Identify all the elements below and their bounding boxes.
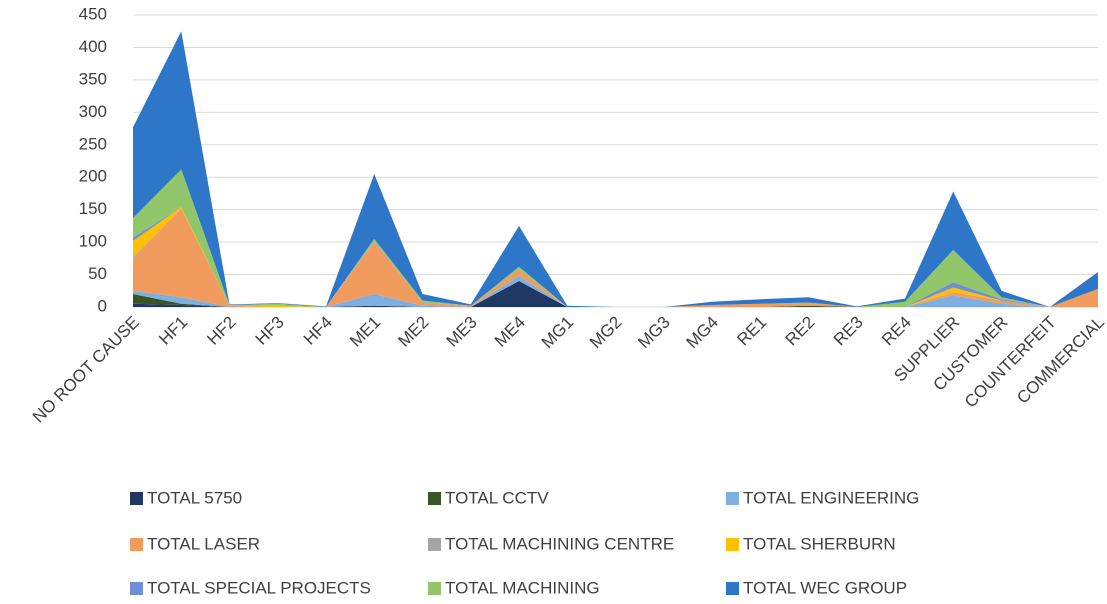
x-tick-label: ME2 (394, 313, 432, 351)
legend-swatch (428, 492, 441, 505)
y-tick-label: 50 (88, 264, 107, 283)
x-tick-label: ME4 (491, 313, 529, 351)
legend-label: TOTAL LASER (147, 534, 260, 553)
y-tick-label: 300 (79, 102, 107, 121)
y-tick-label: 100 (79, 232, 107, 251)
y-tick-label: 0 (98, 296, 107, 315)
legend-swatch (130, 538, 143, 551)
y-tick-label: 350 (79, 69, 107, 88)
legend-label: TOTAL 5750 (147, 488, 242, 507)
legend-label: TOTAL CCTV (445, 488, 549, 507)
x-tick-label: RE1 (733, 313, 770, 350)
legend-label: TOTAL ENGINEERING (743, 488, 919, 507)
area (133, 208, 1098, 307)
y-tick-label: 400 (79, 37, 107, 56)
x-tick-label: HF3 (252, 313, 288, 349)
x-tick-label: NO ROOT CAUSE (29, 313, 143, 427)
x-tick-label: HF2 (203, 313, 239, 349)
x-tick-label: MG3 (634, 313, 673, 352)
legend-label: TOTAL SPECIAL PROJECTS (147, 578, 371, 597)
x-tick-label: HF4 (300, 313, 336, 349)
legend-swatch (726, 492, 739, 505)
y-tick-label: 200 (79, 167, 107, 186)
legend-label: TOTAL WEC GROUP (743, 578, 907, 597)
x-tick-label: HF1 (155, 313, 191, 349)
legend-swatch (428, 538, 441, 551)
legend-label: TOTAL MACHINING CENTRE (445, 534, 674, 553)
legend-swatch (726, 582, 739, 595)
legend-swatch (130, 582, 143, 595)
x-tick-label: RE3 (830, 313, 867, 350)
x-tick-label: MG4 (683, 313, 722, 352)
x-tick-label: COMMERCIAL (1013, 313, 1107, 408)
x-tick-label: RE4 (878, 313, 915, 350)
area (133, 31, 1098, 307)
x-tick-label: MG1 (538, 313, 577, 352)
legend-swatch (130, 492, 143, 505)
legend-label: TOTAL MACHINING (445, 578, 600, 597)
x-tick-label: ME1 (346, 313, 384, 351)
y-tick-label: 450 (79, 4, 107, 23)
x-tick-label: ME3 (443, 313, 481, 351)
area (133, 275, 1098, 307)
legend-swatch (726, 538, 739, 551)
x-tick-label: RE2 (782, 313, 819, 350)
y-tick-label: 250 (79, 134, 107, 153)
y-tick-label: 150 (79, 199, 107, 218)
x-tick-label: MG2 (586, 313, 625, 352)
legend-label: TOTAL SHERBURN (743, 534, 896, 553)
legend-swatch (428, 582, 441, 595)
